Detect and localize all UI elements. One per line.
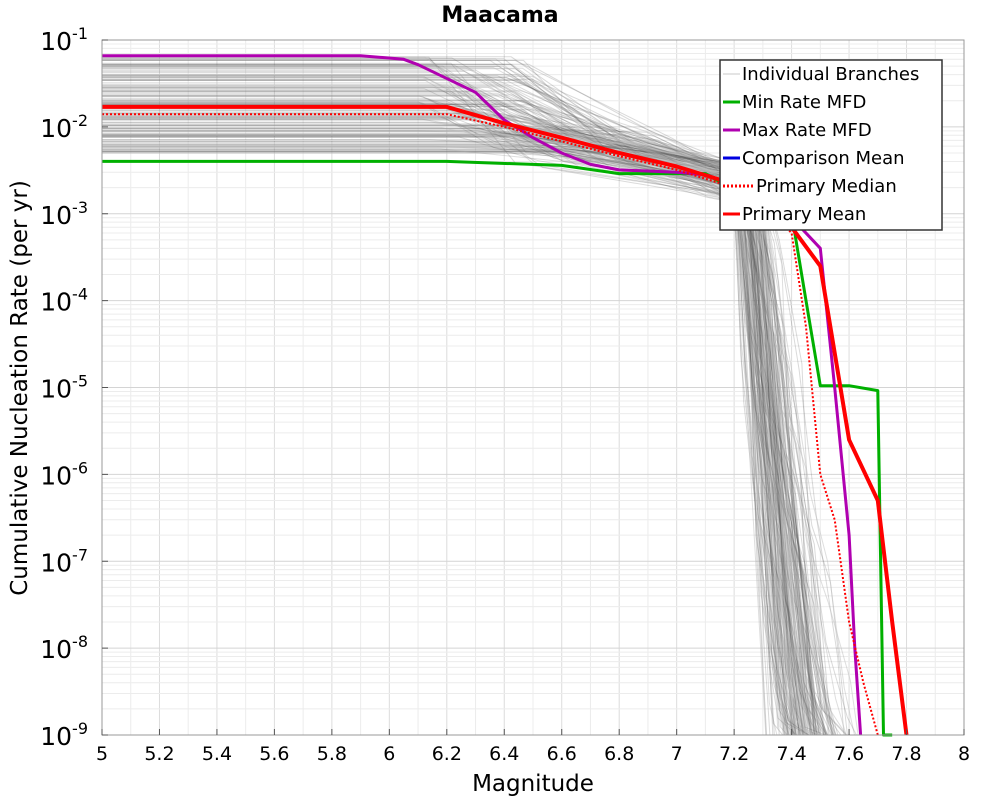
x-tick-label: 6.2 [432,743,462,765]
series-line-max-rate-mfd [102,54,863,736]
branch-line [102,96,837,736]
legend-label: Primary Mean [742,204,866,225]
x-tick-label: 6 [383,743,395,765]
x-axis-label: Magnitude [472,771,594,797]
branch-line [102,90,812,736]
legend-label: Min Rate MFD [742,92,866,113]
x-tick-label: 5.8 [317,743,347,765]
legend-box [719,59,943,231]
branch-line [102,145,859,736]
x-tick-label: 8 [958,743,970,765]
y-tick-label: 10-3 [40,198,88,230]
legend-label: Primary Median [756,176,897,197]
x-tick-label: 6.6 [547,743,577,765]
legend: Individual Branches Min Rate MFD Max Rate … [719,59,943,231]
x-tick-label: 7.8 [891,743,921,765]
branch-line [102,116,857,736]
x-tick-label: 5 [96,743,108,765]
x-tick-label: 7.4 [776,743,806,765]
x-tick-label: 5.6 [259,743,289,765]
legend-label: Max Rate MFD [742,120,872,141]
branch-line [102,64,834,736]
chart-title: Maacama [441,3,558,28]
x-tick-label: 7 [671,743,683,765]
x-axis-ticks: 5 5.2 5.4 5.6 5.8 6 6.2 6.4 6.6 6.8 7 7.2 7.4 7.6 7.8 8 [96,729,970,765]
x-tick-label: 6.4 [489,743,519,765]
x-tick-label: 6.8 [604,743,634,765]
legend-label: Individual Branches [742,64,919,85]
x-tick-label: 5.2 [144,743,174,765]
x-tick-label: 7.2 [719,743,749,765]
x-tick-label: 5.4 [202,743,232,765]
x-tick-label: 7.6 [834,743,864,765]
legend-label: Comparison Mean [742,148,905,169]
branch-line [102,86,834,736]
y-axis-label: Cumulative Nucleation Rate (per yr) [7,180,33,596]
